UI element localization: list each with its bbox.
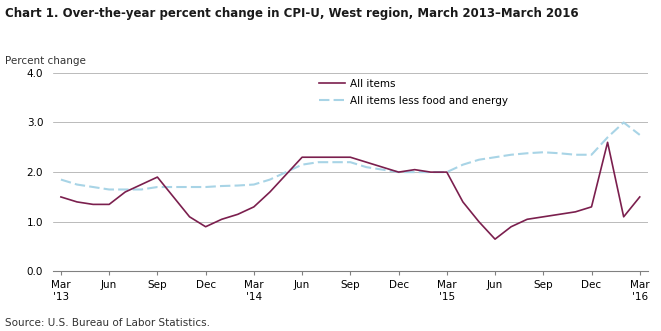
All items less food and energy [507, 153, 515, 157]
All items less food and energy [153, 185, 161, 189]
All items [266, 190, 274, 194]
All items less food and energy [539, 150, 547, 154]
All items less food and energy [73, 183, 81, 187]
All items [636, 195, 644, 199]
All items less food and energy [636, 133, 644, 137]
All items [572, 210, 580, 214]
All items less food and energy [346, 160, 354, 164]
All items [217, 217, 225, 221]
All items [298, 155, 306, 159]
All items [121, 190, 129, 194]
All items less food and energy [169, 185, 177, 189]
All items less food and energy [588, 153, 596, 157]
All items [137, 183, 145, 187]
All items [410, 168, 418, 172]
All items [282, 173, 290, 177]
All items less food and energy [410, 170, 418, 174]
All items [427, 170, 435, 174]
All items less food and energy [362, 165, 370, 169]
All items [186, 215, 194, 219]
All items less food and energy [202, 185, 210, 189]
All items less food and energy [282, 170, 290, 174]
All items [395, 170, 403, 174]
All items less food and energy [314, 160, 322, 164]
All items less food and energy [459, 163, 467, 167]
All items [459, 200, 467, 204]
All items [57, 195, 65, 199]
All items less food and energy [603, 135, 611, 139]
All items [588, 205, 596, 209]
All items [603, 140, 611, 144]
All items [169, 195, 177, 199]
Legend: All items, All items less food and energy: All items, All items less food and energ… [315, 75, 512, 110]
Text: Percent change: Percent change [5, 56, 86, 66]
All items [153, 175, 161, 179]
All items less food and energy [475, 158, 483, 162]
All items less food and energy [379, 168, 387, 172]
All items [346, 155, 354, 159]
All items less food and energy [572, 153, 580, 157]
All items [555, 213, 563, 216]
All items less food and energy [105, 188, 113, 192]
All items [89, 203, 97, 207]
Text: Chart 1. Over-the-year percent change in CPI-U, West region, March 2013–March 20: Chart 1. Over-the-year percent change in… [5, 7, 579, 20]
Line: All items: All items [61, 142, 640, 239]
All items [202, 225, 210, 229]
All items less food and energy [217, 184, 225, 188]
All items less food and energy [524, 151, 531, 155]
All items less food and energy [443, 170, 451, 174]
All items less food and energy [491, 155, 499, 159]
All items less food and energy [395, 170, 403, 174]
All items less food and energy [266, 177, 274, 181]
All items less food and energy [121, 188, 129, 192]
All items [362, 160, 370, 164]
All items less food and energy [555, 151, 563, 155]
All items [250, 205, 258, 209]
All items [330, 155, 338, 159]
All items [524, 217, 531, 221]
All items less food and energy [620, 120, 628, 124]
All items [507, 225, 515, 229]
All items [379, 165, 387, 169]
All items less food and energy [57, 177, 65, 181]
All items less food and energy [330, 160, 338, 164]
All items less food and energy [234, 183, 242, 187]
All items [475, 220, 483, 224]
All items less food and energy [137, 188, 145, 192]
All items less food and energy [89, 185, 97, 189]
All items [105, 203, 113, 207]
Text: Source: U.S. Bureau of Labor Statistics.: Source: U.S. Bureau of Labor Statistics. [5, 318, 210, 328]
All items [491, 237, 499, 241]
All items less food and energy [186, 185, 194, 189]
All items less food and energy [250, 183, 258, 187]
All items [314, 155, 322, 159]
All items less food and energy [427, 170, 435, 174]
All items [443, 170, 451, 174]
All items [620, 215, 628, 219]
All items less food and energy [298, 163, 306, 167]
Line: All items less food and energy: All items less food and energy [61, 122, 640, 190]
All items [73, 200, 81, 204]
All items [539, 215, 547, 219]
All items [234, 213, 242, 216]
